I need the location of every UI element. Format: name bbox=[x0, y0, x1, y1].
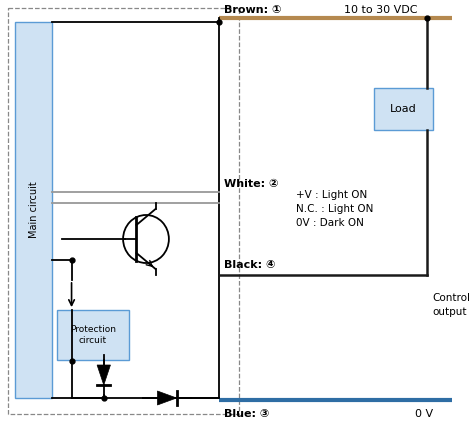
Text: Load: Load bbox=[390, 104, 417, 114]
Text: N.C. : Light ON: N.C. : Light ON bbox=[296, 204, 373, 214]
Text: 0 V: 0 V bbox=[415, 409, 433, 419]
Text: Black: ④: Black: ④ bbox=[224, 260, 275, 270]
Bar bbox=[374, 88, 433, 130]
Bar bbox=[8, 8, 238, 414]
Text: Blue: ③: Blue: ③ bbox=[224, 409, 270, 419]
Text: Main circuit: Main circuit bbox=[29, 181, 39, 238]
Text: White: ②: White: ② bbox=[224, 179, 279, 189]
Text: Control: Control bbox=[432, 293, 470, 303]
Bar bbox=[57, 310, 129, 360]
Text: +V : Light ON: +V : Light ON bbox=[296, 190, 367, 200]
Bar bbox=[15, 22, 53, 398]
Polygon shape bbox=[157, 391, 176, 405]
Text: Protection
circuit: Protection circuit bbox=[70, 325, 116, 345]
Text: Brown: ①: Brown: ① bbox=[224, 5, 282, 15]
Text: 0V : Dark ON: 0V : Dark ON bbox=[296, 218, 364, 228]
Polygon shape bbox=[97, 365, 110, 385]
Text: output: output bbox=[432, 307, 467, 317]
Text: 10 to 30 VDC: 10 to 30 VDC bbox=[344, 5, 417, 15]
